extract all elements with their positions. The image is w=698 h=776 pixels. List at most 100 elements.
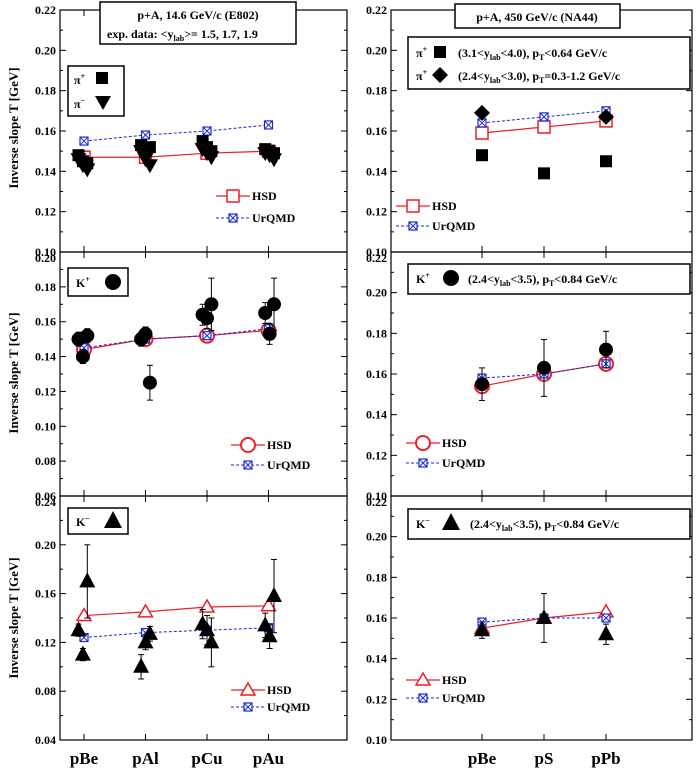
legend-hsd-marker — [406, 199, 420, 213]
legend-urqmd-ml: UrQMD — [267, 458, 311, 472]
hsd-line — [83, 329, 269, 351]
legend-na44-pi1-text: (3.1<ylab<4.0), pT<0.64 GeV/c — [458, 46, 608, 62]
ytick-label: 0.10 — [35, 245, 56, 259]
urqmd-point — [263, 120, 274, 130]
legend-hsd-tl: HSD — [252, 189, 277, 203]
data-point — [203, 151, 220, 166]
ytick-label: 0.20 — [35, 538, 56, 552]
data-point — [79, 163, 96, 178]
ylabel-middle: Inverse slope T [GeV] — [6, 312, 21, 433]
ytick-label: 0.16 — [35, 315, 56, 329]
ytick-label: 0.18 — [366, 570, 387, 584]
legend-urqmd-marker — [418, 458, 428, 468]
ytick-label: 0.22 — [366, 495, 387, 509]
data-point — [70, 621, 87, 637]
ytick-label: 0.18 — [366, 84, 387, 98]
legend-urqmd-bl: UrQMD — [267, 700, 311, 714]
x-category-right-pbe: pBe — [468, 749, 497, 768]
legend-urqmd-marker — [418, 693, 428, 703]
ytick-label: 0.16 — [35, 124, 56, 138]
legend-hsd-tr: HSD — [432, 199, 457, 213]
data-point — [200, 311, 214, 326]
ytick-label: 0.10 — [35, 419, 56, 433]
legend-hsd-marker — [226, 189, 240, 203]
legend-na44-kplus-text: (2.4<ylab<3.5), pT<0.84 GeV/c — [468, 272, 618, 288]
hsd-point — [537, 120, 551, 134]
data-point — [598, 108, 614, 125]
ytick-label: 0.12 — [366, 205, 387, 219]
legend-pi-plus-marker — [96, 72, 108, 84]
data-point — [133, 657, 150, 673]
data-point — [258, 306, 273, 320]
data-point — [267, 297, 281, 312]
data-point — [203, 633, 220, 649]
model-legends: HSD UrQMD HSD UrQMD HSD UrQMD HSD UrQMD … — [216, 189, 486, 714]
hsd-point — [75, 607, 93, 622]
ytick-label: 0.10 — [366, 733, 387, 747]
ytick-label: 0.18 — [35, 84, 56, 98]
data-point — [141, 624, 158, 640]
legend-na44-kminus-marker — [442, 513, 460, 530]
legend-na44-square-marker — [434, 46, 446, 58]
header-na44-text: p+A, 450 GeV/c (NA44) — [476, 10, 598, 24]
ytick-label: 0.08 — [35, 684, 56, 698]
ytick-label: 0.06 — [35, 489, 56, 503]
ytick-label: 0.08 — [35, 454, 56, 468]
ytick-label: 0.14 — [366, 652, 387, 666]
legend-hsd-br: HSD — [442, 673, 467, 687]
data-point — [142, 375, 157, 390]
data-point — [536, 609, 552, 624]
ytick-label: 0.04 — [35, 733, 56, 747]
ytick-label: 0.24 — [35, 495, 56, 509]
data-point — [74, 645, 91, 661]
data-point — [133, 145, 150, 160]
hsd-point — [475, 126, 489, 140]
legend-kminus-na44: K− (2.4<ylab<3.5), pT<0.84 GeV/c — [407, 508, 691, 540]
legend-kplus-e802: K+ — [67, 267, 129, 297]
x-category-pbe: pBe — [70, 749, 99, 768]
legend-urqmd-marker — [243, 460, 253, 470]
data-point — [204, 297, 219, 312]
legend-kminus-label: K− — [76, 514, 90, 529]
data-point — [598, 625, 614, 641]
ytick-label: 0.10 — [366, 489, 387, 503]
data-point — [79, 572, 96, 588]
legend-na44-pi2-text: (2.4<ylab<3.0), pT=0.3-1.2 GeV/c — [458, 69, 621, 85]
ytick-label: 0.16 — [366, 611, 387, 625]
data-point — [266, 587, 282, 603]
panel-middle-right: 0.10 0.12 0.14 0.16 0.18 0.20 0.22 — [366, 251, 693, 503]
data-point — [143, 141, 156, 154]
legend-urqmd-marker — [228, 213, 238, 223]
legend-na44-pi2-label: π+ — [416, 68, 428, 83]
header-e802-line2: exp. data: <ylab>= 1.5, 1.7, 1.9 — [107, 27, 258, 43]
data-point — [475, 377, 489, 392]
ytick-label: 0.20 — [35, 251, 56, 265]
legend-na44-kplus-marker — [443, 270, 459, 286]
urqmd-point — [79, 136, 89, 146]
legend-pi-plus-label: π+ — [74, 72, 86, 87]
ytick-label: 0.12 — [35, 384, 56, 398]
legend-hsd-mr: HSD — [442, 436, 467, 450]
ytick-label: 0.16 — [366, 124, 387, 138]
legend-urqmd-tl: UrQMD — [252, 211, 296, 225]
legend-urqmd-marker — [408, 221, 418, 231]
legend-urqmd-mr: UrQMD — [442, 456, 486, 470]
panel-bottom-left: 0.04 0.08 0.12 0.16 0.20 0.24 — [35, 495, 348, 747]
data-point — [141, 159, 158, 174]
legend-kminus-marker — [104, 511, 122, 528]
urqmd-point — [202, 331, 212, 341]
panel-top-left: 0.10 0.12 0.14 0.16 0.18 0.20 0.22 — [35, 3, 348, 259]
ytick-label: 0.14 — [366, 408, 387, 422]
legend-urqmd-tr: UrQMD — [432, 219, 476, 233]
legend-na44-pi1-label: π+ — [416, 45, 428, 60]
urqmd-point — [140, 130, 151, 140]
data-point — [75, 349, 90, 364]
x-category-right-ppb: pPb — [591, 749, 620, 768]
legend-hsd-marker — [240, 437, 256, 453]
panel-bottom-right: 0.10 0.12 0.14 0.16 0.18 0.20 0.22 — [366, 495, 693, 747]
data-point — [599, 342, 613, 357]
legend-hsd-marker — [239, 681, 257, 696]
x-category-pau: pAu — [253, 749, 284, 768]
